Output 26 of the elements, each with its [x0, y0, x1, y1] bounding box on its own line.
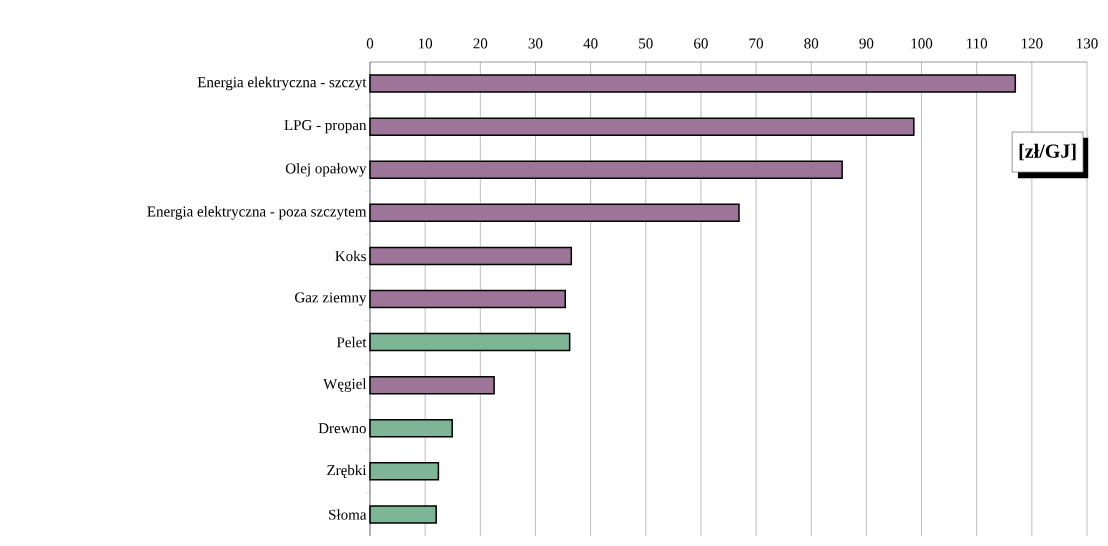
x-tick-label: 30 — [528, 38, 543, 49]
x-tick-label: 20 — [473, 38, 488, 49]
x-tick-label: 100 — [911, 38, 933, 49]
x-tick-label: 80 — [804, 38, 819, 49]
x-tick-label: 10 — [418, 38, 433, 49]
y-tick-label: Pelet — [336, 336, 367, 348]
y-tick-label: Energia elektryczna - poza szczytem — [147, 206, 367, 220]
x-tick-label: 50 — [639, 38, 653, 49]
y-tick-label: Zrębki — [327, 464, 367, 479]
x-tick-label: 130 — [1077, 38, 1098, 49]
y-tick-label: Drewno — [318, 423, 366, 434]
x-tick-label: 60 — [694, 38, 708, 49]
y-tick-label: Energia elektryczna - szczyt — [197, 76, 367, 91]
x-tick-label: 0 — [366, 38, 374, 49]
y-tick-label: Gaz ziemny — [295, 292, 367, 306]
y-tick-label: Koks — [335, 250, 366, 262]
x-tick-label: 110 — [967, 38, 988, 49]
x-tick-label: 70 — [749, 38, 763, 49]
y-tick-label: Słoma — [329, 509, 367, 520]
annotation: [zł/GJ] — [1019, 143, 1076, 161]
x-tick-label: 90 — [859, 38, 874, 49]
x-tick-label: 120 — [1021, 38, 1043, 49]
x-tick-label: 40 — [583, 38, 598, 49]
y-tick-label: LPG - propan — [284, 120, 367, 134]
y-tick-label: Węgiel — [323, 378, 367, 393]
y-tick-label: Olej opałowy — [285, 162, 367, 177]
